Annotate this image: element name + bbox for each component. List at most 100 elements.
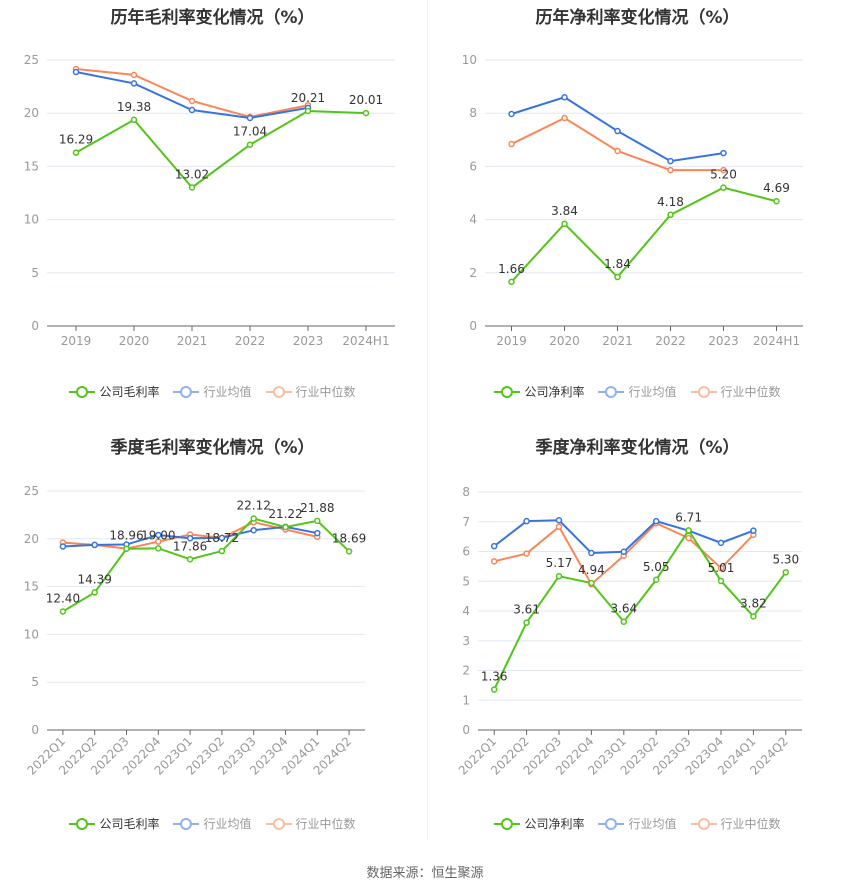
data-point[interactable] — [773, 197, 780, 205]
data-point[interactable] — [345, 548, 353, 555]
legend-label: 公司毛利率 — [99, 817, 160, 831]
y-tick-label: 25 — [24, 53, 39, 67]
data-point[interactable] — [614, 127, 621, 135]
data-point[interactable] — [555, 523, 563, 531]
legend-item-0[interactable]: 公司净利率 — [494, 383, 584, 400]
legend-item-2[interactable]: 行业中位数 — [690, 383, 781, 400]
data-point[interactable] — [59, 608, 67, 615]
data-point[interactable] — [250, 515, 257, 522]
data-point[interactable] — [652, 517, 660, 525]
legend-item-2[interactable]: 行业中位数 — [265, 383, 356, 400]
data-point[interactable] — [490, 686, 498, 693]
data-point[interactable] — [652, 576, 660, 584]
data-point[interactable] — [614, 273, 621, 281]
data-label: 1.36 — [481, 670, 508, 684]
legend-item-2[interactable]: 行业中位数 — [690, 815, 781, 832]
data-point[interactable] — [614, 147, 621, 155]
data-point[interactable] — [91, 541, 98, 549]
legend-annual-gross: 公司毛利率 行业均值 行业中位数 — [0, 383, 425, 400]
y-tick-label: 0 — [31, 723, 39, 737]
data-point[interactable] — [523, 619, 530, 626]
data-point[interactable] — [561, 114, 568, 122]
data-point[interactable] — [188, 106, 196, 114]
data-point[interactable] — [186, 534, 194, 542]
legend-item-1[interactable]: 行业均值 — [598, 815, 677, 832]
data-point[interactable] — [588, 549, 595, 557]
data-point[interactable] — [667, 211, 674, 219]
data-point[interactable] — [750, 613, 757, 620]
legend-item-1[interactable]: 行业均值 — [173, 383, 252, 400]
data-point[interactable] — [523, 550, 530, 557]
data-point[interactable] — [685, 534, 692, 542]
data-point[interactable] — [362, 109, 370, 117]
legend-item-1[interactable]: 行业均值 — [173, 815, 252, 832]
data-point[interactable] — [620, 548, 628, 556]
data-point[interactable] — [620, 618, 628, 625]
data-point[interactable] — [314, 517, 321, 525]
data-point[interactable] — [588, 579, 595, 587]
data-point[interactable] — [155, 545, 162, 552]
data-label: 17.04 — [233, 125, 267, 139]
data-label: 5.30 — [772, 552, 799, 566]
data-point[interactable] — [717, 564, 725, 572]
data-point[interactable] — [717, 577, 725, 585]
data-point[interactable] — [123, 545, 130, 552]
data-point[interactable] — [188, 184, 196, 191]
data-point[interactable] — [523, 517, 530, 525]
data-point[interactable] — [304, 107, 312, 115]
data-point[interactable] — [667, 157, 674, 165]
legend-item-0[interactable]: 公司毛利率 — [69, 815, 159, 832]
data-point[interactable] — [218, 534, 226, 542]
data-point[interactable] — [218, 547, 226, 555]
data-point[interactable] — [490, 542, 498, 550]
data-point[interactable] — [685, 527, 692, 534]
data-point[interactable] — [130, 116, 138, 124]
legend-item-2[interactable]: 行业中位数 — [265, 815, 356, 832]
chart-2: 05101520252022Q12022Q22022Q32022Q42023Q1… — [24, 484, 367, 778]
data-point[interactable] — [72, 68, 80, 76]
legend-line-circle-icon — [690, 385, 717, 398]
data-point[interactable] — [490, 558, 498, 565]
legend-item-0[interactable]: 公司毛利率 — [69, 383, 159, 400]
data-point[interactable] — [720, 184, 727, 191]
data-point[interactable] — [508, 110, 515, 118]
legend-item-0[interactable]: 公司净利率 — [494, 815, 584, 832]
data-point[interactable] — [561, 220, 568, 228]
data-point[interactable] — [130, 80, 138, 87]
data-point[interactable] — [130, 71, 138, 79]
series-line-0 — [62, 517, 350, 613]
data-point[interactable] — [155, 531, 162, 539]
data-point[interactable] — [508, 278, 515, 286]
legend-item-1[interactable]: 行业均值 — [598, 383, 677, 400]
legend-label: 公司净利率 — [524, 817, 585, 831]
data-point[interactable] — [782, 569, 790, 576]
data-point[interactable] — [720, 149, 727, 157]
data-point[interactable] — [555, 517, 563, 524]
data-point[interactable] — [186, 556, 194, 563]
data-point[interactable] — [59, 543, 67, 550]
data-point[interactable] — [246, 141, 254, 148]
x-tick-label: 2022 — [655, 334, 686, 348]
data-point[interactable] — [561, 93, 568, 101]
data-point[interactable] — [667, 166, 674, 174]
data-point[interactable] — [314, 529, 321, 537]
data-point[interactable] — [246, 114, 254, 122]
x-tick-label: 2024H1 — [342, 334, 389, 348]
data-point[interactable] — [750, 527, 757, 534]
data-point[interactable] — [282, 523, 289, 531]
data-point[interactable] — [508, 140, 515, 148]
y-tick-label: 5 — [31, 266, 39, 280]
data-point[interactable] — [188, 97, 196, 105]
chart-title-annual-gross: 历年毛利率变化情况（%） — [110, 8, 315, 28]
data-point[interactable] — [717, 539, 725, 547]
data-point[interactable] — [250, 526, 257, 534]
x-tick-label: 2020 — [119, 334, 150, 348]
chart-3: 0123456782022Q12022Q22022Q32022Q42023Q12… — [456, 485, 802, 778]
data-point[interactable] — [155, 538, 162, 545]
x-tick-label: 2022 — [235, 334, 266, 348]
data-point[interactable] — [91, 589, 98, 596]
data-point[interactable] — [72, 149, 80, 156]
data-point[interactable] — [720, 166, 727, 174]
data-point[interactable] — [555, 572, 563, 580]
